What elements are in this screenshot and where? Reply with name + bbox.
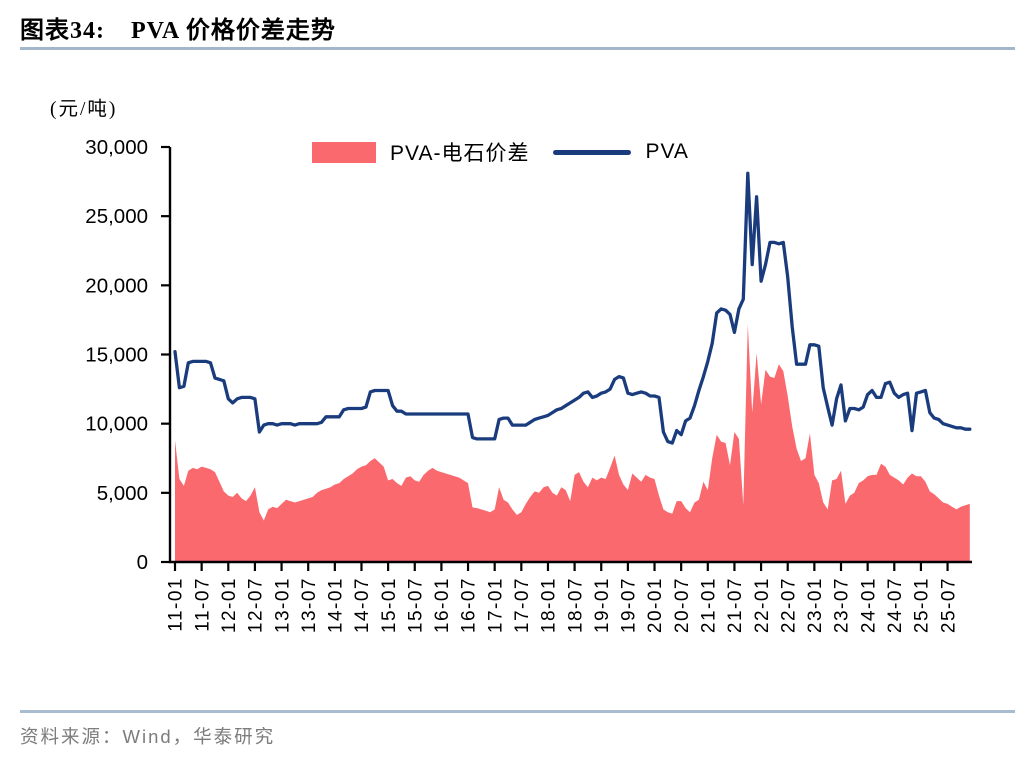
x-tick-label: 17-07: [512, 577, 533, 633]
legend-item-spread: PVA-电石价差: [312, 137, 529, 167]
x-tick-label: 21-01: [698, 577, 719, 633]
x-tick-label: 11-01: [166, 577, 187, 632]
spread-area-swatch: [312, 141, 376, 163]
x-tick-label: 25-07: [938, 577, 959, 633]
x-tick-label: 16-01: [432, 577, 453, 633]
x-tick-label: 18-07: [565, 577, 586, 633]
figure-number: 图表34:: [20, 18, 105, 44]
pva-line: [173, 171, 972, 445]
page-title: 图表34: PVA 价格价差走势: [20, 10, 336, 45]
x-tick-label: 24-07: [885, 577, 906, 633]
x-tick-label: 19-07: [619, 577, 640, 633]
x-tick-label: 23-07: [832, 577, 853, 633]
y-tick-label: 25,000: [85, 205, 148, 228]
x-tick-label: 11-07: [192, 577, 213, 632]
x-tick-label: 14-07: [352, 577, 373, 633]
y-tick-label: 20,000: [85, 274, 148, 297]
chart-legend: PVA-电石价差 PVA: [312, 137, 689, 167]
y-tick-label: 15,000: [85, 344, 148, 367]
x-tick-label: 23-01: [805, 577, 826, 633]
x-tick-label: 25-01: [912, 577, 933, 633]
x-tick-label: 13-01: [272, 577, 293, 633]
x-tick-label: 15-07: [405, 577, 426, 633]
x-tick-label: 22-01: [752, 577, 773, 633]
x-tick-label: 12-01: [219, 577, 240, 633]
x-tick-label: 18-01: [539, 577, 560, 633]
y-axis-unit-label: (元/吨): [50, 99, 118, 120]
y-tick-label: 5,000: [97, 482, 148, 505]
y-tick-label: 10,000: [85, 413, 148, 436]
x-tick-label: 17-01: [485, 577, 506, 633]
spread-legend-label: PVA-电石价差: [390, 142, 530, 165]
legend-item-pva: PVA: [553, 140, 688, 164]
pva-legend-label: PVA: [645, 140, 689, 163]
x-tick-label: 20-07: [672, 577, 693, 633]
y-tick-label: 0: [137, 551, 148, 574]
x-tick-label: 15-01: [379, 577, 400, 633]
footer-divider: [20, 710, 1015, 713]
x-tick-label: 16-07: [459, 577, 480, 633]
x-tick-label: 21-07: [725, 577, 746, 633]
x-tick-label: 13-07: [299, 577, 320, 633]
x-tick-label: 14-01: [325, 577, 346, 633]
figure-title: PVA 价格价差走势: [131, 18, 336, 44]
pva-line-swatch: [553, 149, 632, 155]
x-tick-label: 12-07: [246, 577, 267, 633]
title-divider: [20, 47, 1015, 50]
x-tick-label: 22-07: [778, 577, 799, 633]
y-tick-label: 30,000: [85, 136, 148, 159]
spread-area: [175, 324, 970, 562]
x-tick-label: 19-01: [592, 577, 613, 633]
x-tick-label: 24-01: [858, 577, 879, 633]
source-note: 资料来源：Wind，华泰研究: [20, 726, 276, 747]
x-tick-label: 20-01: [645, 577, 666, 633]
